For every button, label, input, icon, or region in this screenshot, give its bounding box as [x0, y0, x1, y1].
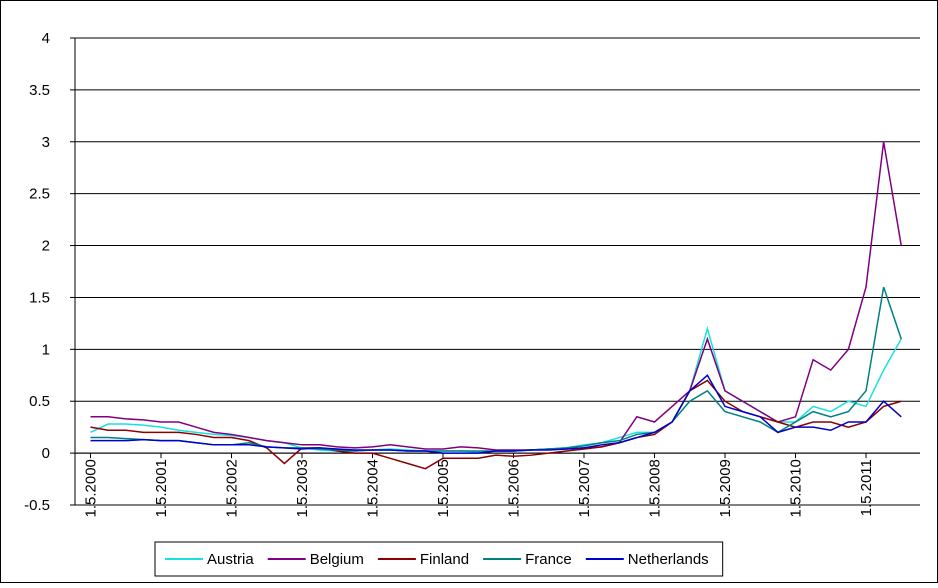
x-tick-label: 1.5.2004	[365, 459, 382, 517]
x-tick-label: 1.5.2011	[858, 459, 875, 516]
y-tick-label: -0.5	[24, 497, 50, 514]
y-tick-label: 2.5	[29, 186, 50, 203]
y-tick-label: 1.5	[29, 289, 50, 306]
x-tick-label: 1.5.2002	[224, 459, 241, 517]
x-tick-label: 1.5.2000	[83, 459, 100, 517]
line-series	[90, 374, 902, 454]
y-tick-label: 3	[42, 134, 50, 151]
line-series	[90, 379, 902, 470]
line-series	[90, 141, 902, 451]
y-tick-label: 0.5	[29, 393, 50, 410]
y-tick-label: 2	[42, 238, 50, 255]
x-tick-label: 1.5.2003	[294, 459, 311, 517]
y-tick-label: 1	[42, 341, 50, 358]
legend-label: Netherlands	[628, 551, 709, 568]
x-tick-label: 1.5.2005	[435, 459, 452, 517]
legend-label: France	[525, 551, 572, 568]
x-tick-label: 1.5.2009	[717, 459, 734, 517]
x-tick-label: 1.5.2006	[506, 459, 523, 517]
y-tick-label: 4	[42, 30, 50, 47]
y-tick-label: 3.5	[29, 82, 50, 99]
x-tick-label: 1.5.2007	[576, 459, 593, 517]
legend-label: Belgium	[310, 551, 364, 568]
legend-box	[154, 541, 724, 577]
y-tick-label: 0	[42, 445, 50, 462]
legend-label: Finland	[420, 551, 469, 568]
x-tick-label: 1.5.2010	[788, 459, 805, 517]
x-tick-label: 1.5.2008	[647, 459, 664, 517]
legend-label: Austria	[207, 551, 254, 568]
x-tick-label: 1.5.2001	[153, 459, 170, 517]
